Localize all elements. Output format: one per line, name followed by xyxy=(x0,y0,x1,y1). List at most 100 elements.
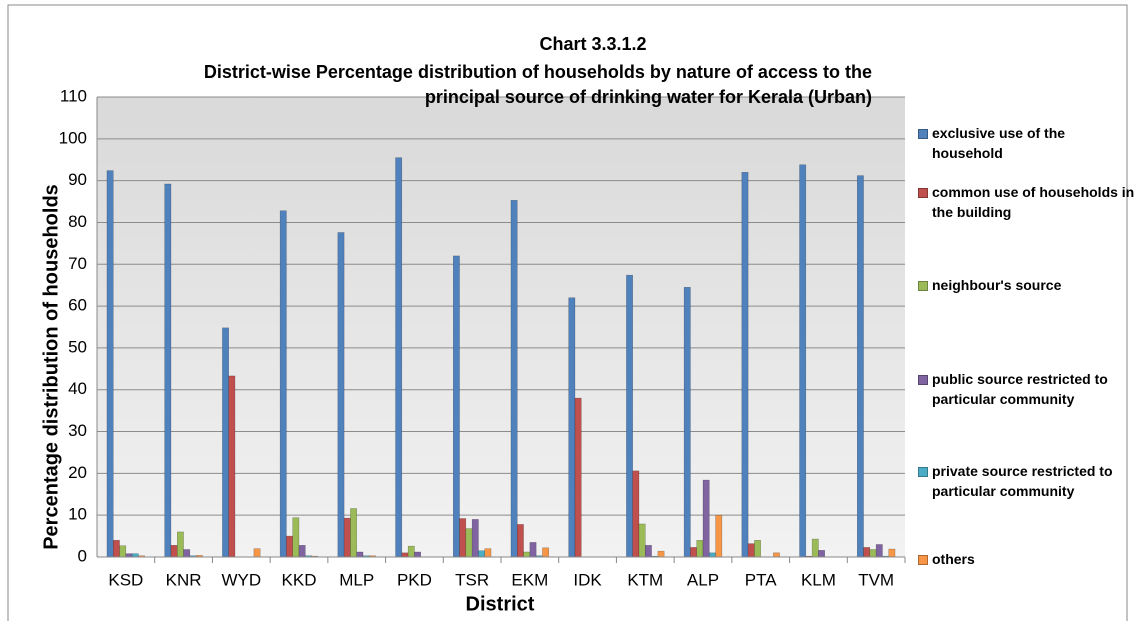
x-tick-label: WYD xyxy=(221,570,261,589)
plot-area xyxy=(97,97,905,557)
x-tick-label: PTA xyxy=(745,570,777,589)
y-tick-label: 40 xyxy=(68,379,87,398)
bar xyxy=(869,549,877,558)
chart-subtitle: District-wise Percentage distribution of… xyxy=(203,62,872,107)
legend-label: others xyxy=(932,551,975,567)
bar xyxy=(286,535,293,558)
x-tick-label: EKM xyxy=(511,570,548,589)
bar xyxy=(510,200,518,558)
legend-label: public source restricted to particular c… xyxy=(932,371,1108,407)
bar xyxy=(696,540,704,558)
bar xyxy=(645,545,652,558)
bar xyxy=(484,548,492,558)
x-tick-label: KNR xyxy=(166,570,202,589)
legend-swatch xyxy=(918,281,928,291)
x-tick-label: MLP xyxy=(339,570,374,589)
bar xyxy=(683,287,691,558)
bar xyxy=(715,514,723,558)
legend-item: exclusive use of the household xyxy=(918,123,1136,163)
x-tick-label: KSD xyxy=(108,570,143,589)
bar xyxy=(222,327,229,558)
legend-item: public source restricted to particular c… xyxy=(918,369,1136,409)
legend-swatch xyxy=(918,467,928,477)
legend-item: neighbour's source xyxy=(918,275,1136,295)
bar xyxy=(568,297,576,558)
legend-label: private source restricted to particular … xyxy=(932,463,1113,499)
bar xyxy=(863,547,871,558)
y-tick-label: 20 xyxy=(68,463,87,482)
y-tick-label: 100 xyxy=(59,128,87,147)
bar xyxy=(183,549,191,558)
y-tick-label: 60 xyxy=(68,296,87,315)
bar xyxy=(818,550,825,558)
bar xyxy=(177,531,184,558)
bar xyxy=(799,164,807,558)
bar xyxy=(292,517,300,558)
bar xyxy=(414,551,421,558)
bar xyxy=(702,479,710,558)
bar xyxy=(529,542,537,558)
x-tick-label: TSR xyxy=(455,570,489,589)
bar xyxy=(478,550,485,558)
bar xyxy=(542,547,550,558)
bar xyxy=(709,552,716,558)
y-tick-label: 0 xyxy=(78,546,87,565)
legend-item: common use of households in the building xyxy=(918,182,1136,222)
bar xyxy=(113,540,120,558)
legend-swatch xyxy=(918,555,928,565)
bar xyxy=(401,552,409,558)
bar xyxy=(465,528,473,558)
bar xyxy=(517,524,524,558)
legend-swatch xyxy=(918,188,928,198)
bar xyxy=(747,543,755,558)
bar xyxy=(811,538,819,558)
bar xyxy=(164,183,172,558)
bar xyxy=(350,508,357,558)
bar xyxy=(741,172,749,558)
bar xyxy=(228,375,236,558)
bar xyxy=(125,553,133,558)
y-tick-label: 110 xyxy=(60,86,87,105)
bar xyxy=(131,553,139,558)
bar xyxy=(754,540,761,558)
x-tick-label: PKD xyxy=(397,570,432,589)
bar xyxy=(856,175,864,558)
y-axis-title: Percentage distribution of households xyxy=(40,184,62,550)
x-tick-label: KLM xyxy=(801,570,836,589)
bar xyxy=(638,523,646,558)
chart-title: Chart 3.3.1.2 xyxy=(539,34,647,54)
bar xyxy=(459,518,467,558)
legend-item: others xyxy=(918,549,1136,569)
y-tick-label: 50 xyxy=(68,337,87,356)
bar xyxy=(279,210,287,558)
bar xyxy=(773,552,780,558)
y-tick-label: 10 xyxy=(68,505,87,524)
bar xyxy=(119,545,127,558)
y-tick-label: 80 xyxy=(68,212,87,231)
bar xyxy=(574,397,582,558)
bar xyxy=(356,551,364,558)
bar xyxy=(523,551,531,558)
y-tick-label: 30 xyxy=(68,421,87,440)
bar xyxy=(106,170,114,558)
bar xyxy=(888,548,896,558)
bar xyxy=(343,517,351,558)
bar xyxy=(337,232,345,558)
bar xyxy=(657,550,665,558)
bar xyxy=(452,255,460,558)
x-tick-label: KTM xyxy=(627,570,663,589)
bar xyxy=(875,544,883,558)
y-tick-label: 90 xyxy=(68,170,87,189)
legend-label: common use of households in the building xyxy=(932,184,1135,220)
legend-swatch xyxy=(918,129,928,139)
bar xyxy=(395,157,403,558)
bar xyxy=(407,545,415,558)
bar xyxy=(253,548,261,558)
x-axis-title: District xyxy=(466,593,535,615)
x-tick-label: KKD xyxy=(282,570,317,589)
bar xyxy=(690,547,697,558)
bar xyxy=(632,470,640,558)
y-tick-label: 70 xyxy=(68,254,87,273)
legend-item: private source restricted to particular … xyxy=(918,461,1136,501)
